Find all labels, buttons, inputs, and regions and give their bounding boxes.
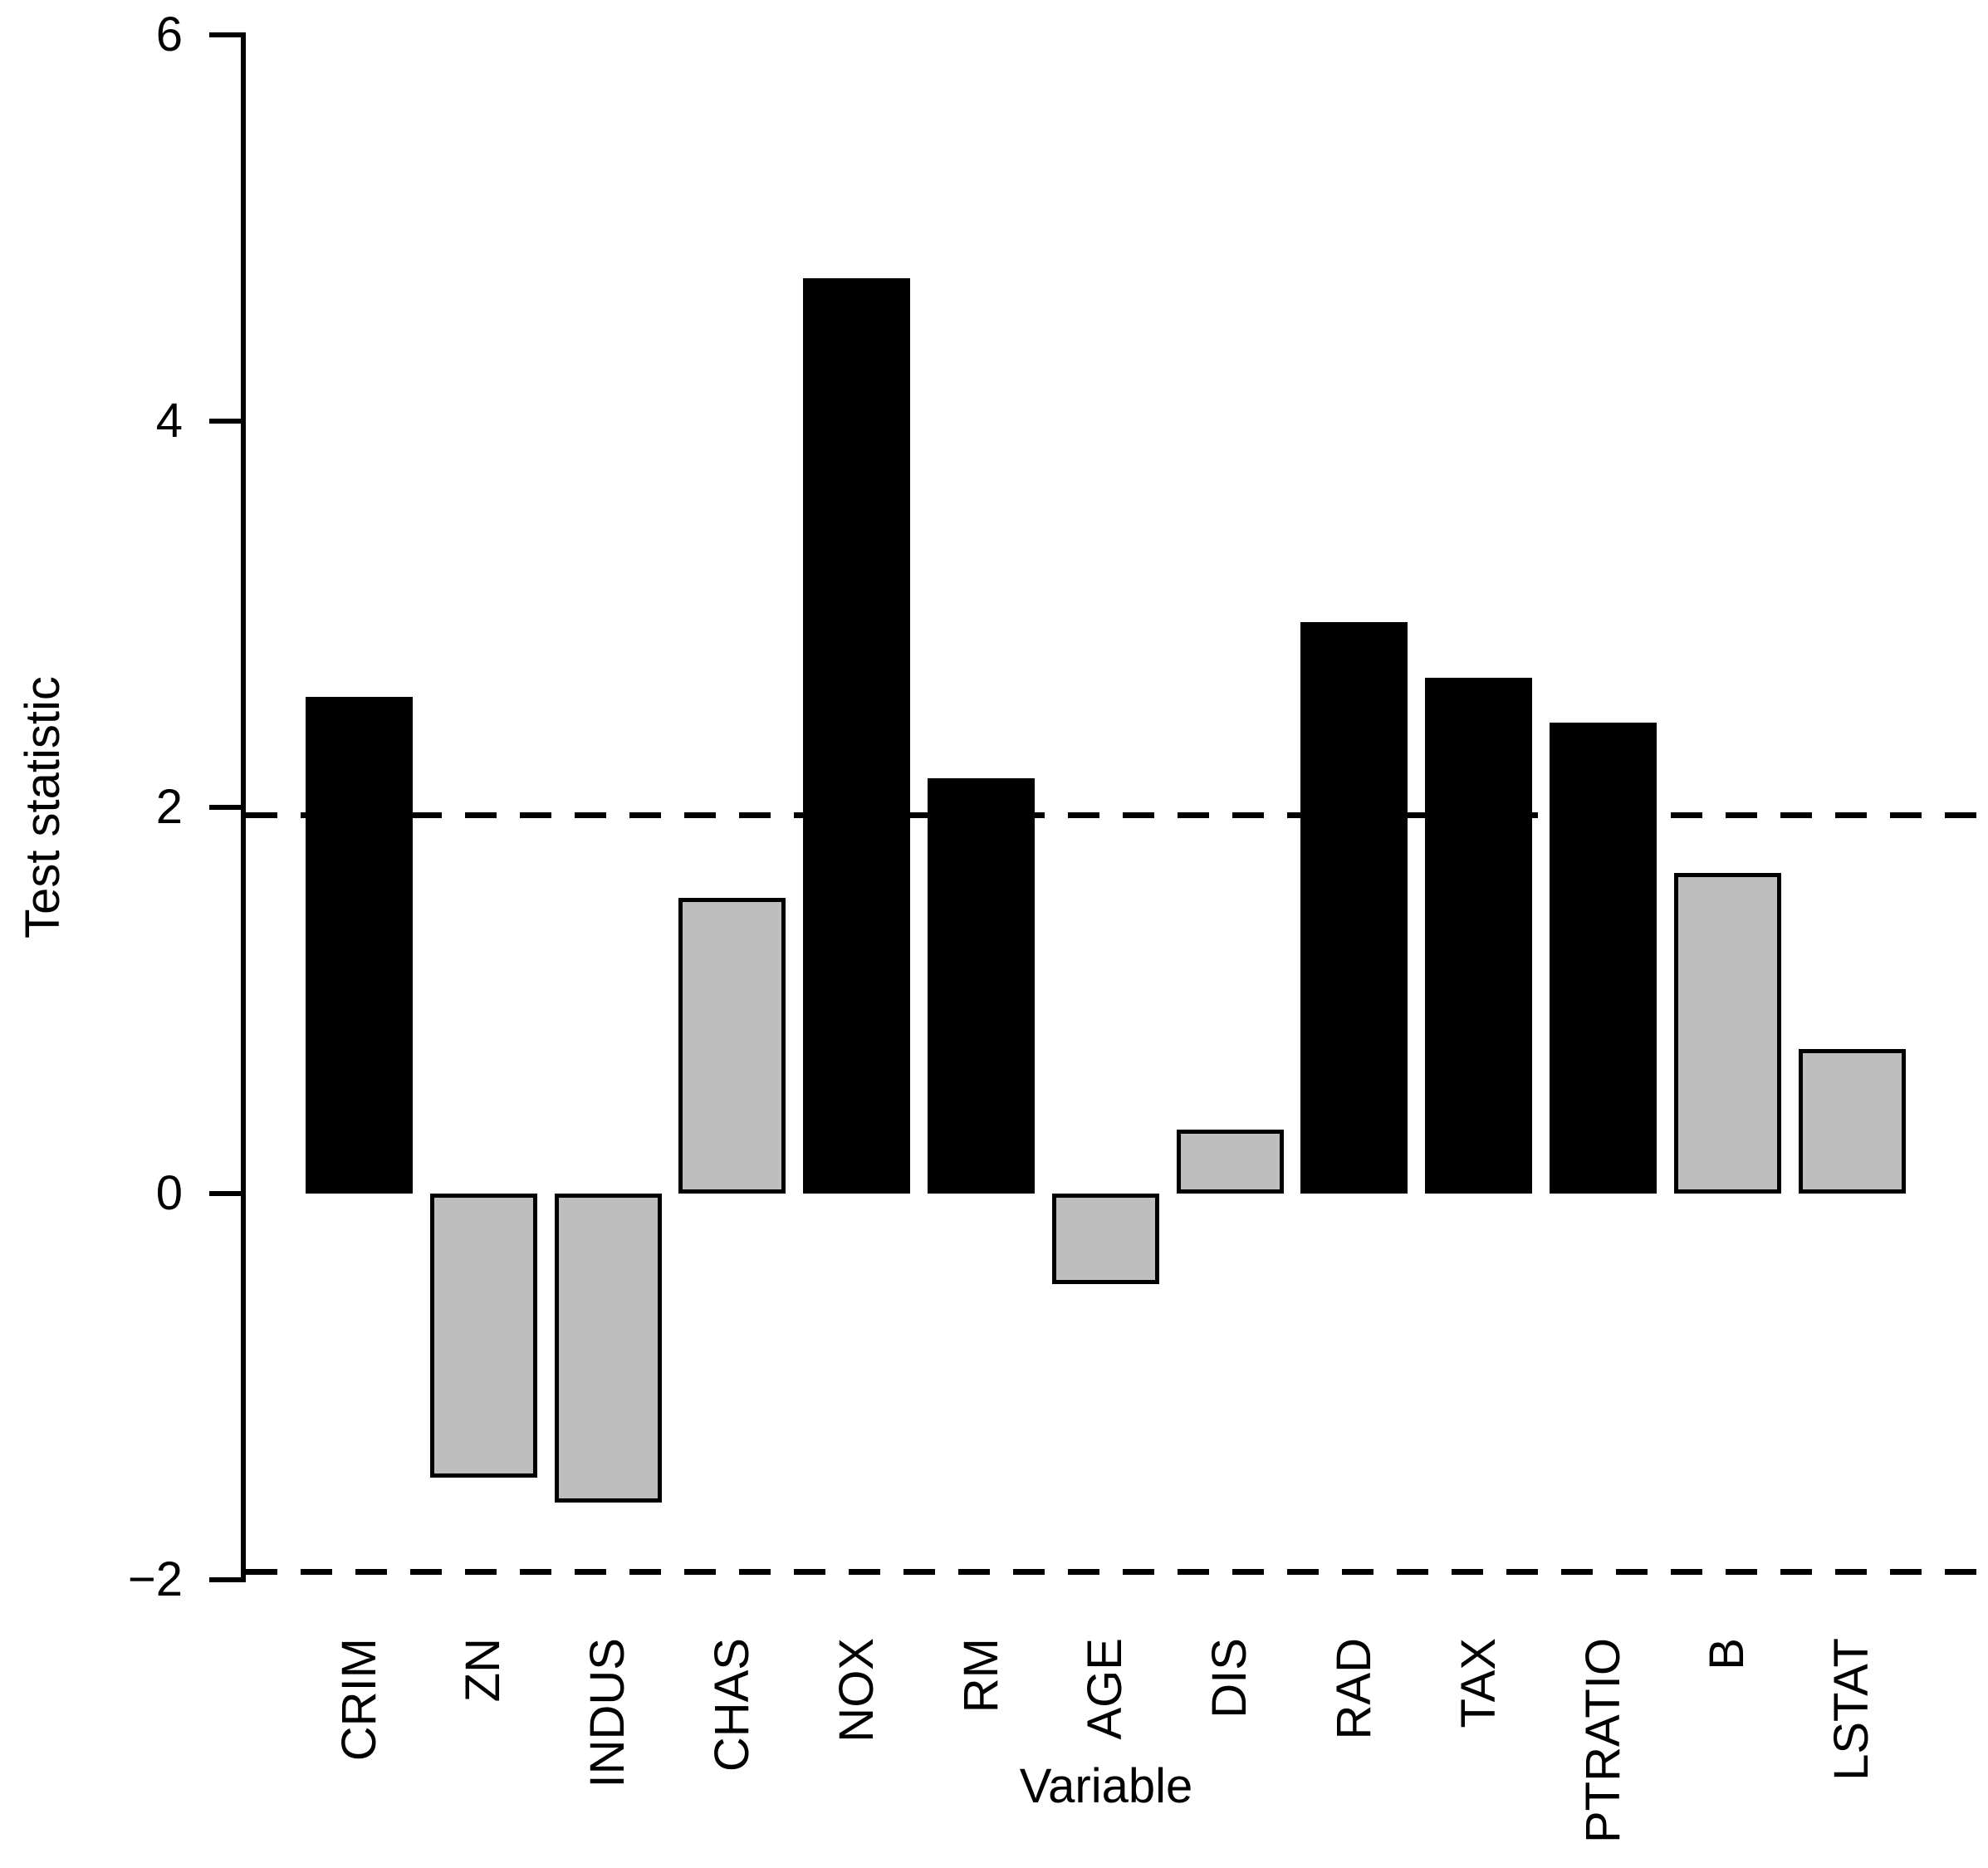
x-tick-label-text: PTRATIO [1576, 1638, 1630, 1844]
x-tick-label-text: DIS [1202, 1638, 1256, 1718]
x-tick-label-text: CHAS [705, 1638, 759, 1772]
x-tick-label-DIS: DIS [1202, 1638, 1285, 1718]
bar-RAD [1300, 622, 1408, 1194]
x-tick-label-RAD: RAD [1327, 1638, 1431, 1739]
x-tick-label-text: RM [954, 1638, 1008, 1714]
y-axis-tick [209, 805, 241, 810]
x-tick-label-ZN: ZN [456, 1638, 522, 1702]
reference-line-lower [246, 1569, 1988, 1576]
bar-CRIM [306, 697, 413, 1194]
bar-LSTAT [1799, 1049, 1906, 1194]
x-tick-label-text: ZN [456, 1638, 510, 1703]
x-tick-label-CHAS: CHAS [705, 1638, 841, 1772]
y-axis-tick [209, 32, 241, 37]
y-tick-label-6: 6 [155, 7, 183, 61]
x-axis-title: Variable [1019, 1759, 1193, 1813]
x-tick-label-NOX: NOX [830, 1638, 937, 1743]
bar-RM [928, 778, 1035, 1194]
y-tick-label-2: 2 [155, 780, 183, 834]
y-axis-tick [209, 419, 241, 424]
x-tick-label-TAX: TAX [1452, 1638, 1545, 1728]
y-axis-line [241, 32, 246, 1582]
y-tick-label--2: −2 [127, 1552, 183, 1606]
x-tick-label-text: AGE [1078, 1638, 1132, 1740]
y-axis-title: Test statistic [16, 676, 281, 939]
x-tick-label-text: TAX [1452, 1638, 1506, 1728]
bar-ZN [430, 1194, 537, 1478]
y-axis-tick [209, 1191, 241, 1196]
bar-AGE [1052, 1194, 1159, 1284]
y-tick-label-4: 4 [155, 394, 183, 448]
bar-PTRATIO [1550, 723, 1657, 1194]
x-tick-label-text: B [1700, 1638, 1754, 1670]
x-tick-label-text: RAD [1327, 1638, 1381, 1740]
x-tick-label-text: CRIM [332, 1638, 386, 1762]
x-tick-label-text: NOX [830, 1638, 884, 1743]
y-tick-label-0: 0 [155, 1166, 183, 1220]
x-tick-label-LSTAT: LSTAT [1824, 1638, 1970, 1781]
x-tick-label-AGE: AGE [1078, 1638, 1183, 1740]
x-tick-label-text: LSTAT [1824, 1638, 1878, 1781]
bar-CHAS [678, 898, 786, 1194]
bar-B [1674, 873, 1781, 1194]
x-tick-label-RM: RM [954, 1638, 1031, 1713]
x-tick-label-B: B [1700, 1638, 1754, 1688]
y-axis-tick [209, 1577, 241, 1582]
reference-line-upper [246, 811, 1988, 818]
bar-TAX [1425, 678, 1532, 1194]
bar-INDUS [555, 1194, 662, 1503]
y-axis-title-text: Test statistic [16, 676, 70, 939]
bar-NOX [803, 278, 910, 1194]
x-tick-label-CRIM: CRIM [332, 1638, 458, 1761]
bar-DIS [1177, 1130, 1284, 1194]
